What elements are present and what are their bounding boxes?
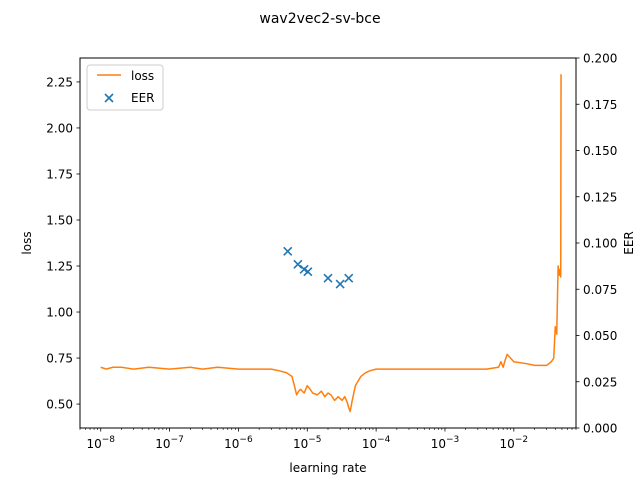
x-axis-ticks: 10−8 10−7 10−6 10−5 10−4 10−3 10−2 <box>79 428 577 451</box>
x-tick-label: 10−2 <box>500 435 529 451</box>
eer-point <box>283 246 293 256</box>
y-axis-label: loss <box>20 231 34 254</box>
eer-point <box>323 273 333 283</box>
loss-line <box>100 73 562 413</box>
eer-point <box>303 267 313 277</box>
legend-eer-label: EER <box>131 91 155 105</box>
y2-tick-label: 0.025 <box>583 375 617 389</box>
y-tick-label: 1.00 <box>46 306 73 320</box>
eer-point <box>344 273 354 283</box>
y2-tick-label: 0.100 <box>583 237 617 251</box>
plot-frame <box>79 57 577 429</box>
legend-loss-label: loss <box>131 69 154 83</box>
y2-axis-label: EER <box>622 231 636 255</box>
y-tick-label: 2.00 <box>46 121 73 135</box>
y-axis-ticks: 0.50 0.75 1.00 1.25 1.50 1.75 2.00 2.25 <box>46 75 80 412</box>
x-tick-label: 10−8 <box>86 435 115 451</box>
y2-axis-ticks: 0.000 0.025 0.050 0.075 0.100 0.125 0.150 0.175… <box>576 52 617 436</box>
x-tick-label: 10−3 <box>431 435 460 451</box>
x-tick-label: 10−4 <box>362 435 391 451</box>
y-tick-label: 0.75 <box>46 352 73 366</box>
eer-point <box>293 259 303 269</box>
x-tick-label: 10−7 <box>155 435 184 451</box>
legend-box <box>86 64 164 111</box>
legend-eer-marker <box>104 93 114 103</box>
y2-tick-label: 0.075 <box>583 283 617 297</box>
y2-tick-label: 0.000 <box>583 422 617 436</box>
x-tick-label: 10−6 <box>224 435 253 451</box>
eer-point <box>335 279 345 289</box>
y2-tick-label: 0.050 <box>583 329 617 343</box>
x-tick-label: 10−5 <box>293 435 322 451</box>
y-tick-label: 0.50 <box>46 398 73 412</box>
y2-tick-label: 0.125 <box>583 190 617 204</box>
chart-title: wav2vec2-sv-bce <box>259 11 380 27</box>
series-layer <box>100 73 562 413</box>
y2-tick-label: 0.150 <box>583 144 617 158</box>
x-axis-label: learning rate <box>289 461 366 475</box>
y2-tick-label: 0.175 <box>583 98 617 112</box>
legend: loss EER <box>86 64 164 111</box>
y-tick-label: 1.50 <box>46 213 73 227</box>
y-tick-label: 2.25 <box>46 75 73 89</box>
y-tick-label: 1.75 <box>46 167 73 181</box>
plot-area <box>80 58 576 428</box>
y-tick-label: 1.25 <box>46 260 73 274</box>
y2-tick-label: 0.200 <box>583 52 617 66</box>
